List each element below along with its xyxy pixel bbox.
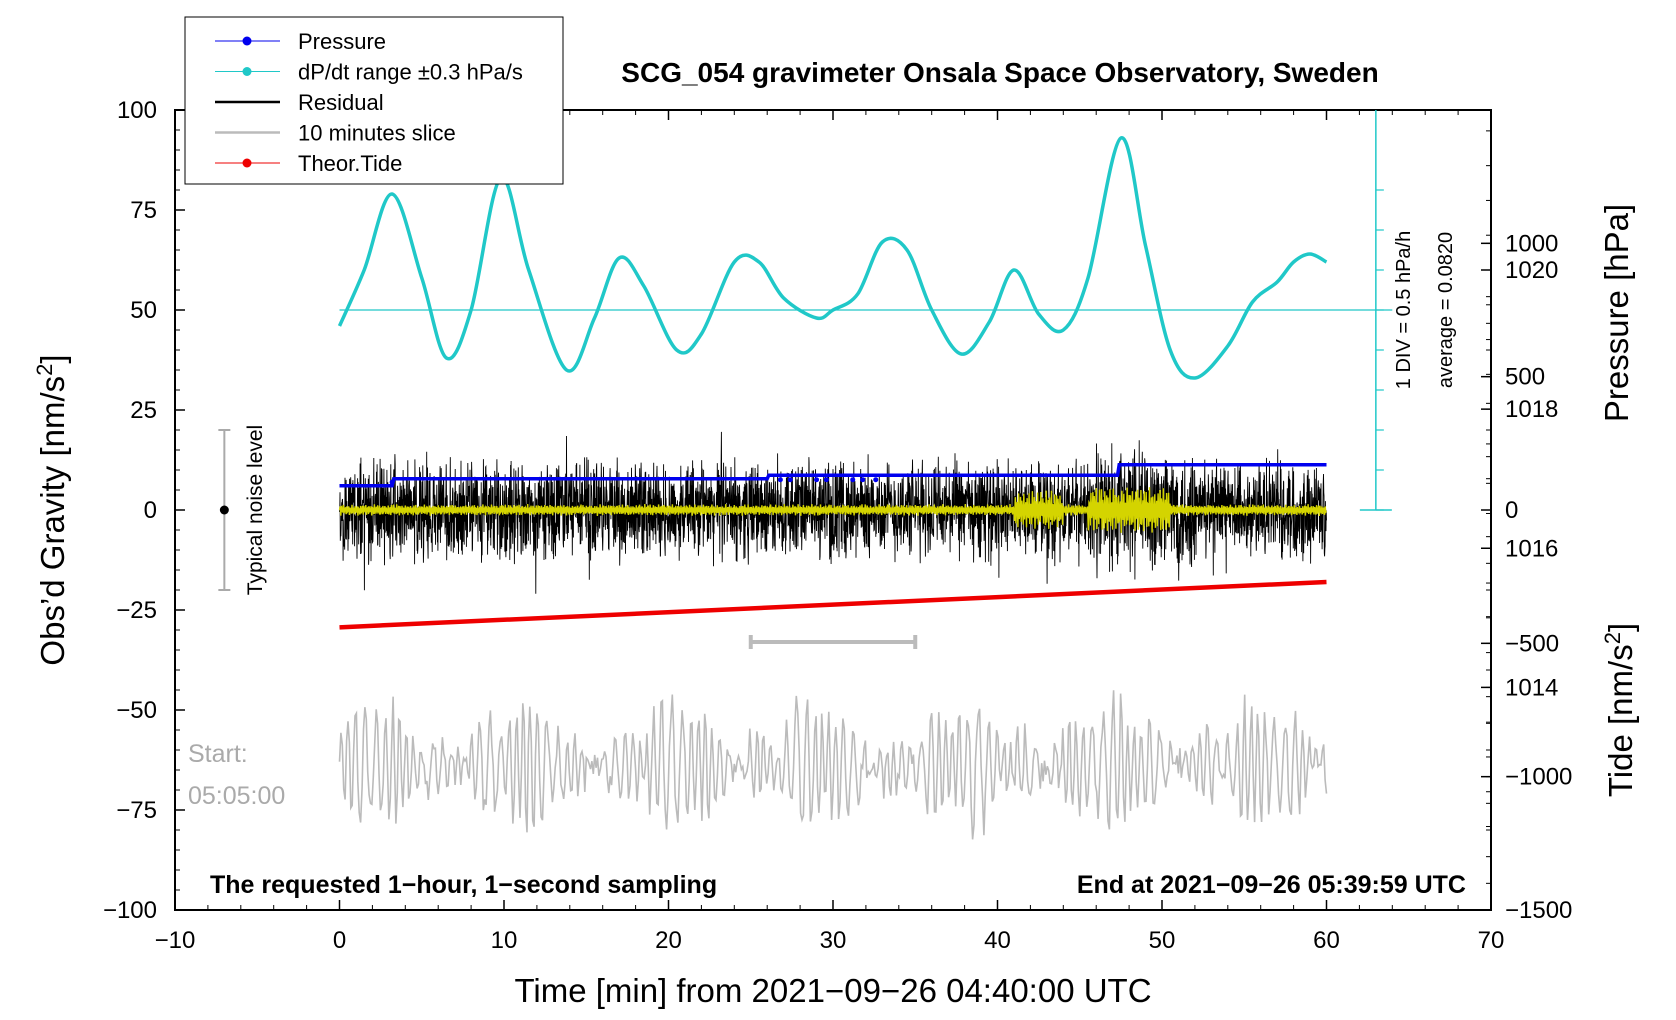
tide-tick-label: 0 — [1505, 497, 1518, 524]
pressure-scale-bar — [339, 110, 1393, 511]
legend-items: Pressure dP/dt range ±0.3 hPa/s Residual 10… — [215, 29, 523, 176]
y-tick-label: −50 — [116, 697, 157, 724]
legend-label: Pressure — [298, 29, 386, 54]
x-axis-label: Time [min] from 2021−09−26 04:40:00 UTC — [514, 972, 1151, 1009]
tide-tick-label: −500 — [1505, 630, 1559, 657]
legend-marker — [242, 158, 252, 168]
y-tick-label: 25 — [130, 397, 157, 424]
ten-minute-slice-line — [338, 690, 1328, 840]
pressure-tick-label: 1018 — [1505, 396, 1558, 423]
tide-tick-label: −1500 — [1505, 897, 1572, 924]
y-tick-label: −100 — [103, 897, 157, 924]
x-tick-label: 60 — [1313, 927, 1340, 954]
pressure-point — [873, 477, 879, 483]
y-tick-label: 0 — [144, 497, 157, 524]
start-time: 05:05:00 — [188, 782, 285, 810]
ten-minute-slice-bar — [748, 635, 918, 649]
y-tick-label: −75 — [116, 797, 157, 824]
pressure-point — [389, 479, 395, 485]
pressure-point — [777, 477, 783, 483]
pressure-tick-label: 1020 — [1505, 257, 1558, 284]
y-tick-label: 75 — [130, 197, 157, 224]
y-axis-label-left: Obs’d Gravity [nm/s2] — [32, 354, 71, 665]
note-right: End at 2021−09−26 05:39:59 UTC — [1077, 871, 1466, 899]
x-tick-label: 20 — [655, 927, 682, 954]
legend: Pressure dP/dt range ±0.3 hPa/s Residual 10… — [184, 16, 564, 185]
x-tick-label: 0 — [333, 927, 346, 954]
residual-line — [339, 431, 1327, 594]
pressure-point — [850, 477, 856, 483]
x-tick-label: 40 — [984, 927, 1011, 954]
x-tick-label: 50 — [1149, 927, 1176, 954]
pressure-tick-label: 1014 — [1505, 674, 1558, 701]
legend-label: Residual — [298, 90, 384, 115]
y-tick-label: 50 — [130, 297, 157, 324]
legend-marker — [242, 67, 252, 76]
noise-level-label: Typical noise level — [244, 425, 267, 595]
pressure-scale-label-2: average = 0.0820 — [1435, 232, 1457, 388]
x-tick-label: 30 — [820, 927, 847, 954]
tide-tick-label: −1000 — [1505, 764, 1572, 791]
pressure-point — [860, 477, 866, 483]
note-left: The requested 1−hour, 1−second sampling — [210, 871, 717, 899]
legend-marker — [242, 36, 252, 46]
tide-tick-label: 1000 — [1505, 230, 1558, 257]
legend-label: Theor.Tide — [298, 151, 402, 176]
y-tick-label: −25 — [116, 597, 157, 624]
x-tick-label: 70 — [1478, 927, 1505, 954]
pressure-point — [814, 477, 820, 483]
tide-line — [339, 579, 1327, 630]
pressure-scale-label-1: 1 DIV = 0.5 hPa/h — [1393, 231, 1415, 389]
y-tick-label: 100 — [117, 97, 157, 124]
residual-smoothed-line — [338, 487, 1328, 533]
pressure-point — [823, 477, 829, 483]
legend-label: dP/dt range ±0.3 hPa/s — [298, 60, 523, 85]
tide-tick-label: 500 — [1505, 364, 1545, 391]
x-tick-label: 10 — [491, 927, 518, 954]
y-axis-label-pressure: Pressure [hPa] — [1598, 204, 1635, 422]
start-label: Start: — [188, 740, 248, 768]
y-axis-label-tide: Tide [nm/s2] — [1600, 623, 1639, 797]
noise-level-center — [219, 505, 229, 515]
legend-label: 10 minutes slice — [298, 121, 456, 146]
noise-level-indicator — [218, 429, 231, 591]
chart-title: SCG_054 gravimeter Onsala Space Observat… — [621, 57, 1378, 88]
series-layer — [337, 136, 1328, 840]
pressure-point — [787, 477, 793, 483]
axis-ticks: −10 0 10 20 30 40 50 60 701007550250−25−50−75−10… — [103, 97, 1572, 954]
x-tick-label: −10 — [155, 927, 196, 954]
pressure-tick-label: 1016 — [1505, 535, 1558, 562]
